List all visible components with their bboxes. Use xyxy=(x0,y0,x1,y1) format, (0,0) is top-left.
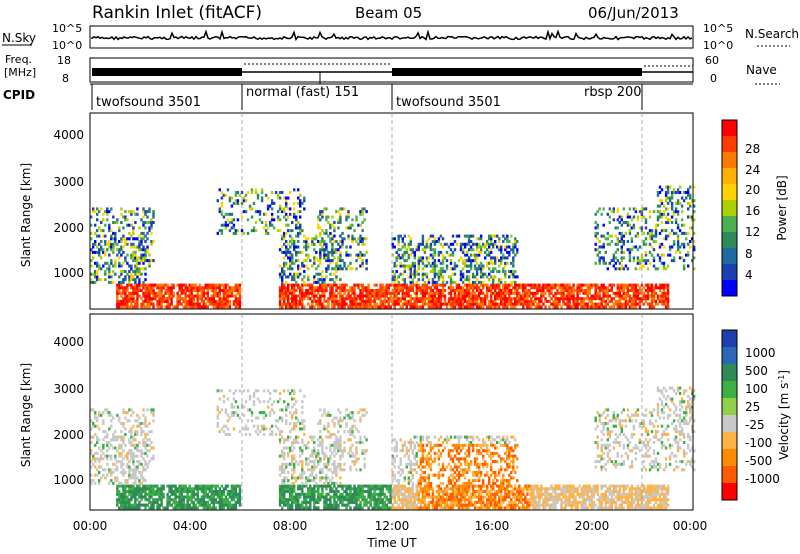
date-label: 06/Jun/2013 xyxy=(588,4,679,22)
x-axis-label: Time UT xyxy=(366,536,417,550)
velocity-ylabel: Slant Range [km] xyxy=(19,363,33,467)
power-colorbar: 28 24 20 16 12 8 4 Power [dB] xyxy=(721,119,789,297)
velocity-colorbar-swatch xyxy=(722,330,737,348)
power-ylabel: Slant Range [km] xyxy=(19,163,33,267)
velocity-tick-m100: -100 xyxy=(745,436,772,450)
power-tick-16: 16 xyxy=(745,204,760,218)
power-tick-28: 28 xyxy=(745,142,760,156)
power-colorbar-swatch xyxy=(722,232,737,249)
xtick-0800: 08:00 xyxy=(273,519,308,533)
power-colorbar-swatch xyxy=(722,120,737,137)
power-tick-20: 20 xyxy=(745,183,760,197)
velocity-colorbar-label: Velocity [m s-1] xyxy=(777,370,791,460)
power-panel: Slant Range [km] 4000 3000 2000 1000 xyxy=(19,112,696,310)
xtick-1200: 12:00 xyxy=(375,519,410,533)
velocity-ytick-2000: 2000 xyxy=(53,428,84,442)
power-tick-12: 12 xyxy=(745,225,760,239)
power-colorbar-swatch xyxy=(722,248,737,265)
freq-bar-2 xyxy=(392,68,642,76)
nsearch-tick-top: 10^5 xyxy=(703,22,733,35)
freq-bar-1 xyxy=(92,68,242,76)
velocity-colorbar: 1000 500 100 25 -25 -100 -500 -1000 Velo… xyxy=(721,329,791,501)
xtick-0000-end: 00:00 xyxy=(673,519,708,533)
velocity-ytick-3000: 3000 xyxy=(53,382,84,396)
velocity-colorbar-swatch xyxy=(722,483,737,501)
power-heatmap-cells xyxy=(90,185,696,309)
power-colorbar-swatch xyxy=(722,200,737,217)
velocity-colorbar-swatch xyxy=(722,466,737,484)
xtick-1600: 16:00 xyxy=(475,519,510,533)
nsky-tick-top: 10^5 xyxy=(52,22,82,35)
power-colorbar-swatch xyxy=(722,184,737,201)
velocity-colorbar-swatch xyxy=(722,347,737,365)
freq-label: Freq. xyxy=(5,53,32,66)
velocity-colorbar-swatch xyxy=(722,449,737,467)
power-colorbar-swatch xyxy=(722,264,737,281)
cpid-segment-3: twofsound 3501 xyxy=(396,95,501,110)
velocity-tick-m1000: -1000 xyxy=(745,472,780,486)
nave-tick-top: 60 xyxy=(705,54,719,67)
freq-unit: [MHz] xyxy=(4,66,36,79)
xtick-0400: 04:00 xyxy=(173,519,208,533)
velocity-colorbar-swatch xyxy=(722,381,737,399)
freq-panel: Freq. [MHz] 18 8 60 0 Nave xyxy=(4,53,780,85)
noise-panel: N.Sky 10^5 10^0 10^5 10^0 N.Search xyxy=(2,22,799,52)
power-tick-4: 4 xyxy=(745,268,753,282)
cpid-label: CPID xyxy=(3,88,35,102)
nave-label: Nave xyxy=(746,63,777,77)
nsearch-label: N.Search xyxy=(745,27,799,41)
velocity-tick-500: 500 xyxy=(745,364,768,378)
x-axis: 00:00 04:00 08:00 12:00 16:00 20:00 00:0… xyxy=(73,519,708,550)
power-ytick-4000: 4000 xyxy=(53,128,84,142)
nsky-trace xyxy=(91,29,693,42)
velocity-colorbar-swatch xyxy=(722,398,737,416)
station-title: Rankin Inlet (fitACF) xyxy=(92,3,262,23)
nave-tick-bottom: 0 xyxy=(710,72,717,85)
power-colorbar-swatch xyxy=(722,168,737,185)
cpid-segment-2: normal (fast) 151 xyxy=(246,85,359,100)
xtick-2000: 20:00 xyxy=(575,519,610,533)
xtick-0000: 00:00 xyxy=(73,519,108,533)
power-tick-24: 24 xyxy=(745,163,760,177)
velocity-tick-m25: -25 xyxy=(745,418,765,432)
freq-tick-top: 18 xyxy=(57,54,71,67)
velocity-colorbar-swatch xyxy=(722,364,737,382)
nsearch-tick-bottom: 10^0 xyxy=(703,39,733,52)
freq-tick-bottom: 8 xyxy=(62,72,69,85)
cpid-segment-4: rbsp 200 xyxy=(584,85,642,100)
nsky-label: N.Sky xyxy=(2,31,36,45)
power-tick-8: 8 xyxy=(745,247,753,261)
power-ytick-2000: 2000 xyxy=(53,221,84,235)
power-colorbar-swatch xyxy=(722,136,737,153)
cpid-segment-1: twofsound 3501 xyxy=(96,95,201,110)
power-colorbar-swatch xyxy=(722,280,737,297)
power-colorbar-label: Power [dB] xyxy=(775,175,789,240)
velocity-ytick-4000: 4000 xyxy=(53,335,84,349)
velocity-tick-25: 25 xyxy=(745,400,760,414)
velocity-tick-1000: 1000 xyxy=(745,346,776,360)
velocity-tick-100: 100 xyxy=(745,382,768,396)
velocity-heatmap-cells xyxy=(90,386,696,510)
power-ytick-1000: 1000 xyxy=(53,266,84,280)
power-colorbar-swatch xyxy=(722,216,737,233)
beam-label: Beam 05 xyxy=(355,4,422,22)
velocity-panel: Slant Range [km] 4000 3000 2000 1000 xyxy=(19,313,696,511)
velocity-ytick-1000: 1000 xyxy=(53,473,84,487)
velocity-colorbar-swatch xyxy=(722,415,737,433)
cpid-row: CPID twofsound 3501 normal (fast) 151 tw… xyxy=(3,83,693,110)
power-colorbar-swatch xyxy=(722,152,737,169)
power-ytick-3000: 3000 xyxy=(53,175,84,189)
velocity-colorbar-swatch xyxy=(722,432,737,450)
velocity-tick-m500: -500 xyxy=(745,454,772,468)
nsky-tick-bottom: 10^0 xyxy=(52,39,82,52)
